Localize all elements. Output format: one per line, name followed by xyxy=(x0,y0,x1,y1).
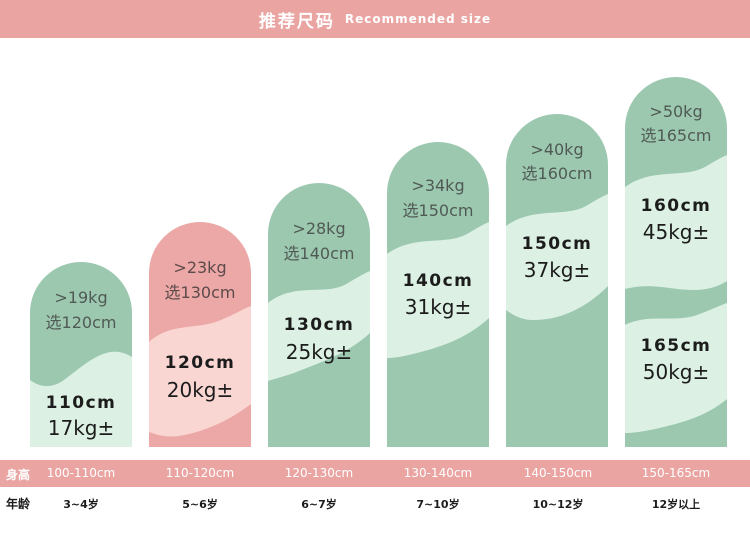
age-range-cell: 3~4岁 xyxy=(63,498,99,511)
min-weight-text: >40kg xyxy=(530,140,584,159)
size-card-110: >19kg 选120cm 110cm 17kg± xyxy=(30,262,132,447)
height-value: 160cm xyxy=(640,196,712,216)
height-value: 150cm xyxy=(521,234,593,254)
weight-value-2: 50kg± xyxy=(642,360,710,384)
height-value: 140cm xyxy=(402,271,474,291)
size-card-150: >40kg 选160cm 150cm 37kg± xyxy=(506,114,608,447)
weight-value: 17kg± xyxy=(47,416,115,440)
size-card-120: >23kg 选130cm 120cm 20kg± xyxy=(149,222,251,447)
min-weight-text: >19kg xyxy=(54,288,108,307)
age-range-cell: 6~7岁 xyxy=(301,498,337,511)
weight-value: 25kg± xyxy=(285,340,353,364)
age-range-cell: 10~12岁 xyxy=(532,498,584,511)
min-weight-text: >28kg xyxy=(292,219,346,238)
height-range-cell: 140-150cm xyxy=(523,466,593,480)
height-range-cell: 100-110cm xyxy=(46,466,116,480)
age-range-cell: 12岁以上 xyxy=(651,498,701,511)
age-range-cell: 7~10岁 xyxy=(416,498,460,511)
height-range-cell: 150-165cm xyxy=(641,466,711,480)
recommended-size-text: 选130cm xyxy=(164,283,236,302)
page-subtitle: Recommended size xyxy=(344,12,492,26)
min-weight-text: >23kg xyxy=(173,258,227,277)
size-card-160-165: >50kg 选165cm 160cm 45kg± 165cm 50kg± xyxy=(625,77,727,447)
recommended-size-text: 选165cm xyxy=(640,126,712,145)
min-weight-text: >34kg xyxy=(411,176,465,195)
height-range-cell: 130-140cm xyxy=(403,466,473,480)
weight-value: 20kg± xyxy=(166,378,234,402)
height-value: 120cm xyxy=(164,353,236,373)
weight-value: 31kg± xyxy=(404,295,472,319)
height-range-cell: 110-120cm xyxy=(165,466,235,480)
height-value: 130cm xyxy=(283,315,355,335)
header-banner: 推荐尺码 Recommended size xyxy=(0,0,750,38)
height-row-label: 身高 xyxy=(6,468,31,482)
recommended-size-text: 选160cm xyxy=(521,164,593,183)
age-range-cell: 5~6岁 xyxy=(182,498,218,511)
height-range-cell: 120-130cm xyxy=(284,466,354,480)
page-title: 推荐尺码 xyxy=(258,11,335,32)
weight-value: 45kg± xyxy=(642,220,710,244)
recommended-size-text: 选140cm xyxy=(283,244,355,263)
age-row: 年龄 3~4岁 5~6岁 6~7岁 7~10岁 10~12岁 12岁以上 xyxy=(0,489,750,516)
height-value-2: 165cm xyxy=(640,336,712,356)
height-value: 110cm xyxy=(45,393,117,413)
weight-value: 37kg± xyxy=(523,258,591,282)
age-row-label: 年龄 xyxy=(6,497,31,511)
height-row: 身高 100-110cm 110-120cm 120-130cm 130-140… xyxy=(0,460,750,487)
recommended-size-text: 选120cm xyxy=(45,313,117,332)
size-card-140: >34kg 选150cm 140cm 31kg± xyxy=(387,142,489,447)
min-weight-text: >50kg xyxy=(649,102,703,121)
size-card-130: >28kg 选140cm 130cm 25kg± xyxy=(268,183,370,447)
recommended-size-text: 选150cm xyxy=(402,201,474,220)
